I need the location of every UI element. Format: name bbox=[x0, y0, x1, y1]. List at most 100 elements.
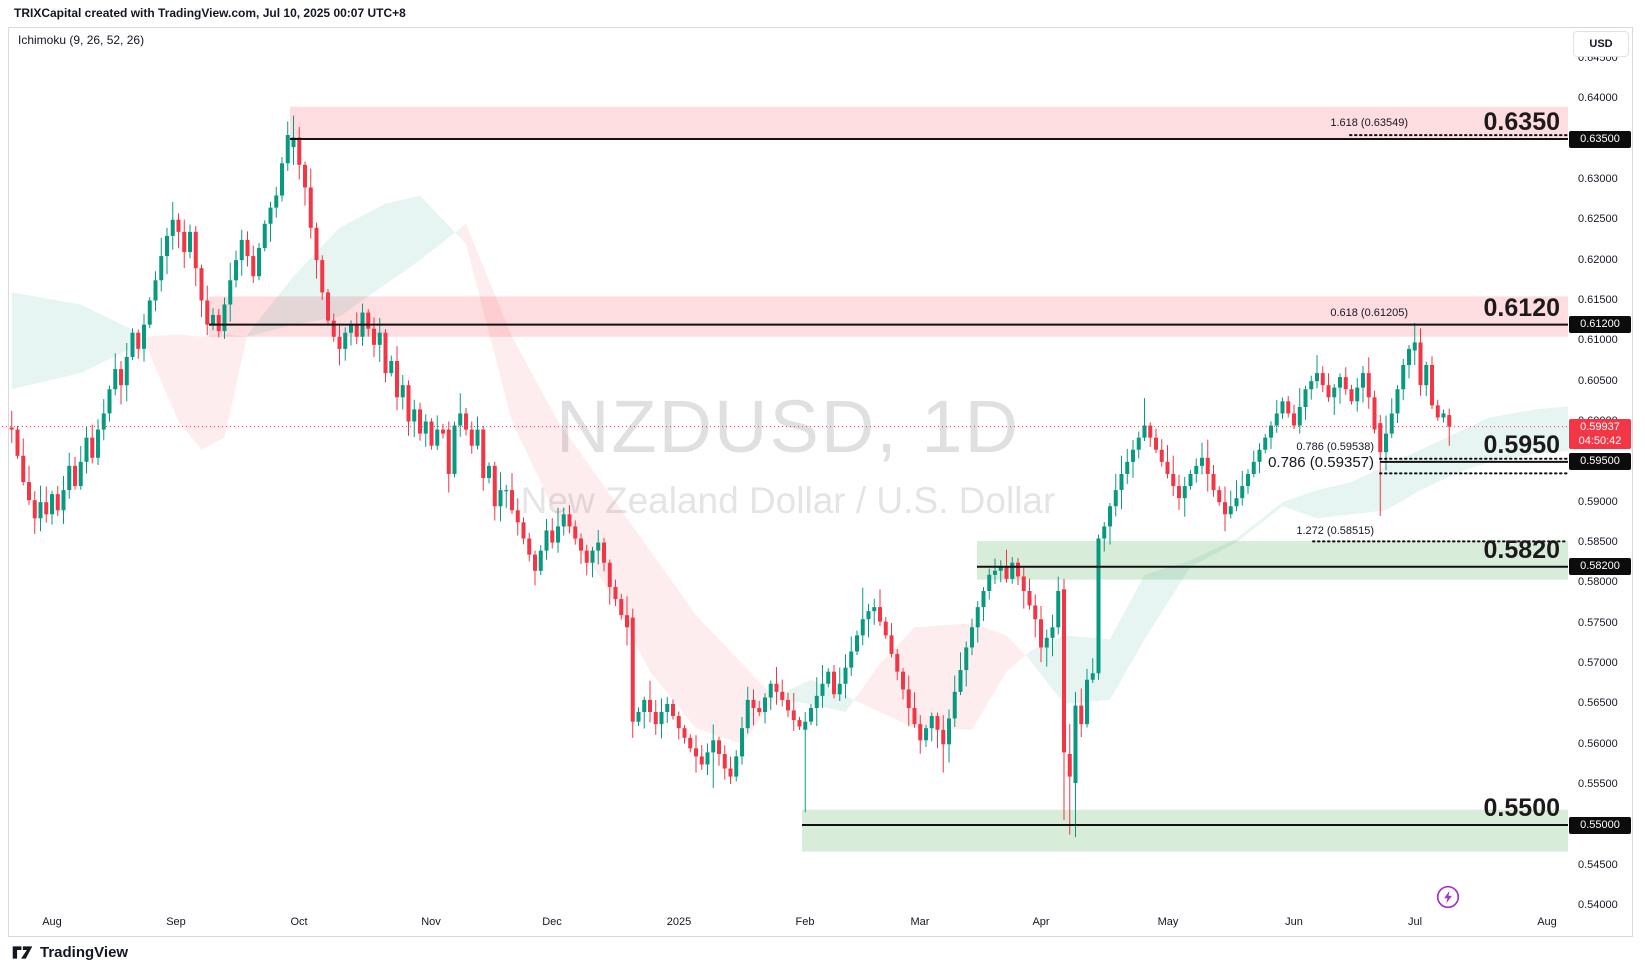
candle-body bbox=[268, 207, 273, 224]
tradingview-logo-text: TradingView bbox=[40, 944, 129, 961]
candle-body bbox=[924, 728, 928, 741]
candle-body bbox=[1297, 406, 1302, 426]
zone-0.5820[interactable] bbox=[977, 540, 1568, 580]
time-tick-label: Aug bbox=[42, 916, 62, 928]
time-tick-label: Nov bbox=[421, 916, 441, 928]
candle-body bbox=[90, 437, 95, 458]
candle-body bbox=[1366, 373, 1371, 398]
candle-body bbox=[544, 530, 549, 551]
zone-0.6350[interactable] bbox=[290, 106, 1568, 140]
candle-body bbox=[1096, 538, 1101, 674]
zone-0.6120[interactable] bbox=[209, 296, 1568, 337]
candle-body bbox=[314, 227, 319, 261]
candle-body bbox=[96, 429, 100, 458]
candle-body bbox=[124, 356, 129, 386]
candle-body bbox=[1395, 389, 1400, 414]
axis-badge-0.61200: 0.61200 bbox=[1569, 316, 1631, 334]
candle-body bbox=[280, 163, 284, 196]
candle-body bbox=[1361, 373, 1365, 388]
candle-body bbox=[981, 590, 986, 608]
candle-body bbox=[61, 490, 66, 511]
candle-body bbox=[717, 740, 721, 754]
candle-body bbox=[1079, 705, 1084, 725]
candle-body bbox=[429, 421, 434, 446]
price-tick-label: 0.61000 bbox=[1578, 334, 1618, 347]
candle-body bbox=[73, 465, 77, 487]
time-tick-label: Apr bbox=[1032, 916, 1050, 928]
candle-body bbox=[251, 256, 256, 277]
candle-body bbox=[906, 689, 911, 708]
candle-body bbox=[383, 332, 388, 374]
candle-body bbox=[211, 314, 215, 325]
candle-body bbox=[377, 332, 382, 345]
candle-body bbox=[55, 494, 60, 511]
candle-body bbox=[533, 554, 537, 571]
candle-body bbox=[653, 712, 658, 725]
candle-body bbox=[395, 360, 399, 398]
candle-body bbox=[222, 304, 227, 332]
candle-body bbox=[1223, 502, 1227, 515]
candle-body bbox=[418, 409, 422, 434]
candle-body bbox=[751, 699, 756, 708]
candle-body bbox=[878, 607, 882, 622]
candle-body bbox=[366, 312, 371, 329]
indicator-legend[interactable]: Ichimoku (9, 26, 52, 26) bbox=[18, 33, 145, 47]
candle-body bbox=[757, 707, 762, 713]
candle-body bbox=[998, 566, 1003, 571]
candle-body bbox=[596, 542, 601, 551]
cloud-bullish-segment bbox=[247, 195, 461, 337]
candle-body bbox=[550, 530, 555, 543]
candle-body bbox=[774, 683, 779, 692]
candle-body bbox=[538, 550, 543, 571]
candle-body bbox=[1200, 457, 1204, 466]
candle-body bbox=[84, 437, 89, 462]
candle-body bbox=[1246, 473, 1250, 487]
candle-body bbox=[475, 429, 480, 446]
candle-body bbox=[21, 455, 26, 483]
ichimoku-cloud bbox=[11, 195, 1568, 745]
candle-body bbox=[101, 413, 106, 430]
boost-flash-icon[interactable] bbox=[1435, 884, 1461, 910]
price-tick-label: 0.58500 bbox=[1578, 536, 1618, 549]
candle-body bbox=[745, 699, 750, 729]
candle-body bbox=[883, 621, 888, 636]
price-tick-label: 0.62000 bbox=[1578, 253, 1618, 266]
candle-body bbox=[67, 465, 72, 491]
axis-badge-0.59500: 0.59500 bbox=[1569, 453, 1631, 471]
candlestick-series bbox=[9, 115, 1452, 838]
candle-body bbox=[797, 720, 802, 727]
level-lines[interactable] bbox=[209, 134, 1568, 826]
price-tick-label: 0.64000 bbox=[1578, 92, 1618, 105]
candle-body bbox=[1447, 415, 1452, 427]
tradingview-logo[interactable]: TradingView bbox=[12, 943, 128, 962]
supply-demand-zones[interactable] bbox=[209, 106, 1568, 852]
price-tick-label: 0.60500 bbox=[1578, 374, 1618, 387]
price-tick-label: 0.56500 bbox=[1578, 697, 1618, 710]
candle-body bbox=[1269, 425, 1273, 438]
candle-body bbox=[1010, 562, 1015, 579]
candle-body bbox=[648, 699, 652, 713]
candle-body bbox=[1021, 576, 1026, 591]
fib-annotation: 0.786 (0.59357) bbox=[1268, 454, 1374, 471]
time-tick-label: Jul bbox=[1407, 916, 1423, 928]
cloud-bullish-segment bbox=[1029, 406, 1568, 704]
candle-body bbox=[193, 231, 198, 269]
candle-body bbox=[1303, 389, 1308, 407]
time-tick-label: Mar bbox=[910, 916, 930, 928]
candle-body bbox=[987, 574, 992, 591]
candle-body bbox=[274, 195, 279, 208]
candle-body bbox=[1073, 705, 1078, 784]
candle-body bbox=[837, 683, 842, 695]
candle-body bbox=[389, 360, 394, 374]
candle-body bbox=[1251, 461, 1256, 474]
candle-body bbox=[590, 550, 595, 563]
candle-body bbox=[78, 461, 83, 487]
zone-0.5500[interactable] bbox=[802, 809, 1568, 852]
candle-body bbox=[423, 421, 428, 434]
candle-body bbox=[228, 280, 233, 305]
candle-body bbox=[975, 607, 980, 628]
currency-toggle-button[interactable]: USD bbox=[1573, 31, 1629, 57]
candle-body bbox=[1343, 377, 1348, 390]
